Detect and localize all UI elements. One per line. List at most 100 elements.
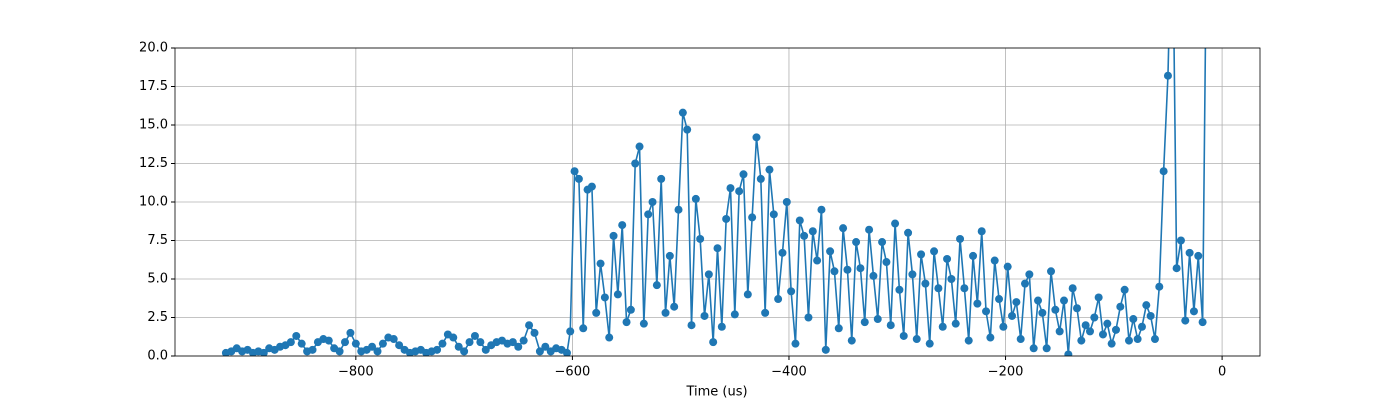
marker: [1111, 325, 1120, 334]
marker: [700, 311, 709, 320]
marker: [730, 310, 739, 319]
marker: [925, 339, 934, 348]
marker: [847, 336, 856, 345]
marker: [286, 338, 295, 347]
marker: [808, 227, 817, 236]
marker: [1163, 71, 1172, 80]
marker: [726, 184, 735, 193]
marker: [930, 247, 939, 256]
x-tick-label: −600: [555, 365, 591, 380]
marker: [481, 345, 490, 354]
marker: [535, 347, 544, 356]
marker: [579, 324, 588, 333]
marker: [743, 290, 752, 299]
y-tick-label: 5.0: [147, 272, 168, 287]
marker: [1073, 304, 1082, 313]
marker: [1176, 236, 1185, 245]
marker: [1150, 335, 1159, 344]
marker: [570, 167, 579, 176]
marker: [395, 341, 404, 350]
marker: [460, 347, 469, 356]
marker: [324, 336, 333, 345]
marker: [839, 224, 848, 233]
marker: [735, 187, 744, 196]
marker: [1103, 319, 1112, 328]
marker: [886, 321, 895, 330]
marker: [297, 339, 306, 348]
marker: [587, 182, 596, 191]
marker: [921, 279, 930, 288]
marker: [433, 345, 442, 354]
marker: [670, 302, 679, 311]
marker: [1038, 308, 1047, 317]
marker: [943, 254, 952, 263]
axis-labels: 0.0 2.5 5.0 7.5 10.0 12.5 15.0 17.5 20.0 −800 −600…: [139, 41, 1226, 380]
marker: [346, 328, 355, 337]
marker: [639, 319, 648, 328]
marker: [756, 174, 765, 183]
marker: [769, 210, 778, 219]
marker: [908, 270, 917, 279]
marker: [1142, 301, 1151, 310]
marker: [956, 234, 965, 243]
marker: [834, 324, 843, 333]
marker: [1137, 322, 1146, 331]
line: [225, 48, 1207, 355]
marker: [514, 342, 523, 351]
y-tick-label: 17.5: [139, 79, 168, 94]
marker: [618, 221, 627, 230]
marker: [1016, 335, 1025, 344]
marker: [1181, 316, 1190, 325]
marker: [982, 307, 991, 316]
x-tick-label: −800: [338, 365, 374, 380]
marker: [969, 251, 978, 260]
marker: [1021, 279, 1030, 288]
marker: [530, 328, 539, 337]
marker: [541, 342, 550, 351]
marker: [562, 348, 571, 356]
marker: [873, 315, 882, 324]
y-tick-label: 7.5: [147, 233, 168, 248]
marker: [1172, 264, 1181, 273]
marker: [817, 205, 826, 214]
marker: [1064, 350, 1073, 356]
marker: [830, 267, 839, 276]
marker: [1194, 251, 1203, 260]
marker: [1198, 318, 1207, 327]
marker: [1068, 284, 1077, 293]
marker: [826, 247, 835, 256]
marker: [596, 259, 605, 268]
marker: [1085, 327, 1094, 336]
y-tick-label: 12.5: [139, 156, 168, 171]
marker: [1116, 302, 1125, 311]
marker: [449, 333, 458, 342]
marker: [691, 194, 700, 203]
marker: [704, 270, 713, 279]
marker: [1133, 335, 1142, 344]
marker: [891, 219, 900, 228]
grid: [175, 47, 1260, 357]
marker: [600, 293, 609, 302]
marker: [800, 231, 809, 240]
marker: [1025, 270, 1034, 279]
x-tick-label: −200: [988, 365, 1024, 380]
marker: [856, 264, 865, 273]
marker: [683, 125, 692, 134]
marker: [1107, 339, 1116, 348]
marker: [713, 244, 722, 253]
marker: [652, 281, 661, 290]
marker: [1060, 296, 1069, 305]
marker: [917, 250, 926, 259]
marker: [1159, 167, 1168, 176]
marker: [373, 347, 382, 356]
marker: [882, 258, 891, 267]
marker: [605, 333, 614, 342]
marker: [1034, 296, 1043, 305]
marker: [973, 299, 982, 308]
marker: [990, 256, 999, 265]
marker: [1094, 293, 1103, 302]
marker: [795, 216, 804, 225]
marker: [609, 231, 618, 240]
marker: [1029, 344, 1038, 353]
